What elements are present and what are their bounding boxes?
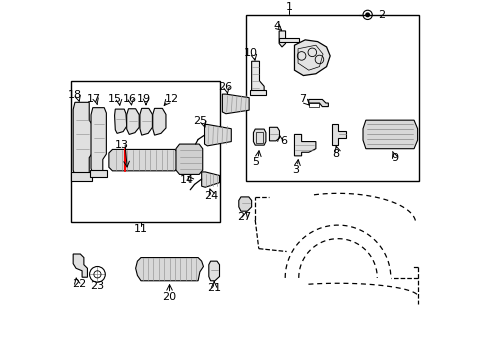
Text: 1: 1 — [285, 2, 292, 12]
Text: 27: 27 — [237, 212, 251, 222]
Polygon shape — [294, 134, 315, 156]
Polygon shape — [249, 90, 265, 95]
Text: 9: 9 — [390, 153, 397, 163]
Circle shape — [365, 13, 368, 17]
Text: 6: 6 — [280, 136, 286, 146]
Text: 12: 12 — [164, 94, 179, 104]
Polygon shape — [279, 38, 298, 42]
Polygon shape — [253, 129, 265, 145]
Polygon shape — [362, 120, 417, 149]
Polygon shape — [91, 108, 106, 174]
Text: 2: 2 — [378, 10, 385, 20]
Text: 5: 5 — [251, 157, 258, 167]
Text: 18: 18 — [68, 90, 82, 100]
Text: 13: 13 — [114, 140, 128, 150]
Polygon shape — [176, 144, 203, 174]
Polygon shape — [73, 102, 93, 175]
Text: 16: 16 — [122, 94, 136, 104]
Text: 8: 8 — [332, 149, 339, 159]
Polygon shape — [308, 99, 328, 107]
Text: 26: 26 — [217, 82, 231, 92]
Polygon shape — [204, 125, 231, 146]
Polygon shape — [251, 61, 264, 95]
Text: 22: 22 — [72, 279, 86, 289]
Polygon shape — [201, 172, 219, 187]
Text: 10: 10 — [244, 48, 258, 58]
Text: 7: 7 — [299, 94, 306, 104]
Polygon shape — [279, 31, 285, 47]
Text: 24: 24 — [204, 191, 218, 201]
Polygon shape — [294, 40, 329, 76]
Text: 17: 17 — [86, 94, 101, 104]
Text: 25: 25 — [192, 116, 206, 126]
Polygon shape — [71, 172, 92, 181]
Polygon shape — [222, 94, 248, 114]
Text: 20: 20 — [162, 292, 176, 302]
Polygon shape — [135, 257, 203, 281]
Text: 11: 11 — [134, 224, 148, 234]
Polygon shape — [114, 109, 126, 133]
Polygon shape — [109, 149, 178, 171]
Polygon shape — [152, 108, 165, 135]
Polygon shape — [238, 197, 251, 211]
Text: 4: 4 — [272, 21, 280, 31]
Bar — [246, 15, 419, 181]
Text: 15: 15 — [108, 94, 122, 104]
Polygon shape — [269, 127, 279, 141]
Text: 14: 14 — [180, 175, 194, 185]
Polygon shape — [90, 170, 107, 177]
Text: 23: 23 — [90, 281, 104, 291]
Bar — [71, 81, 219, 222]
Text: 21: 21 — [207, 283, 221, 293]
Polygon shape — [73, 254, 87, 277]
Polygon shape — [140, 108, 152, 135]
Polygon shape — [208, 261, 219, 281]
Polygon shape — [126, 109, 139, 134]
Text: 19: 19 — [137, 94, 151, 104]
Text: 3: 3 — [292, 165, 299, 175]
Polygon shape — [331, 124, 346, 145]
